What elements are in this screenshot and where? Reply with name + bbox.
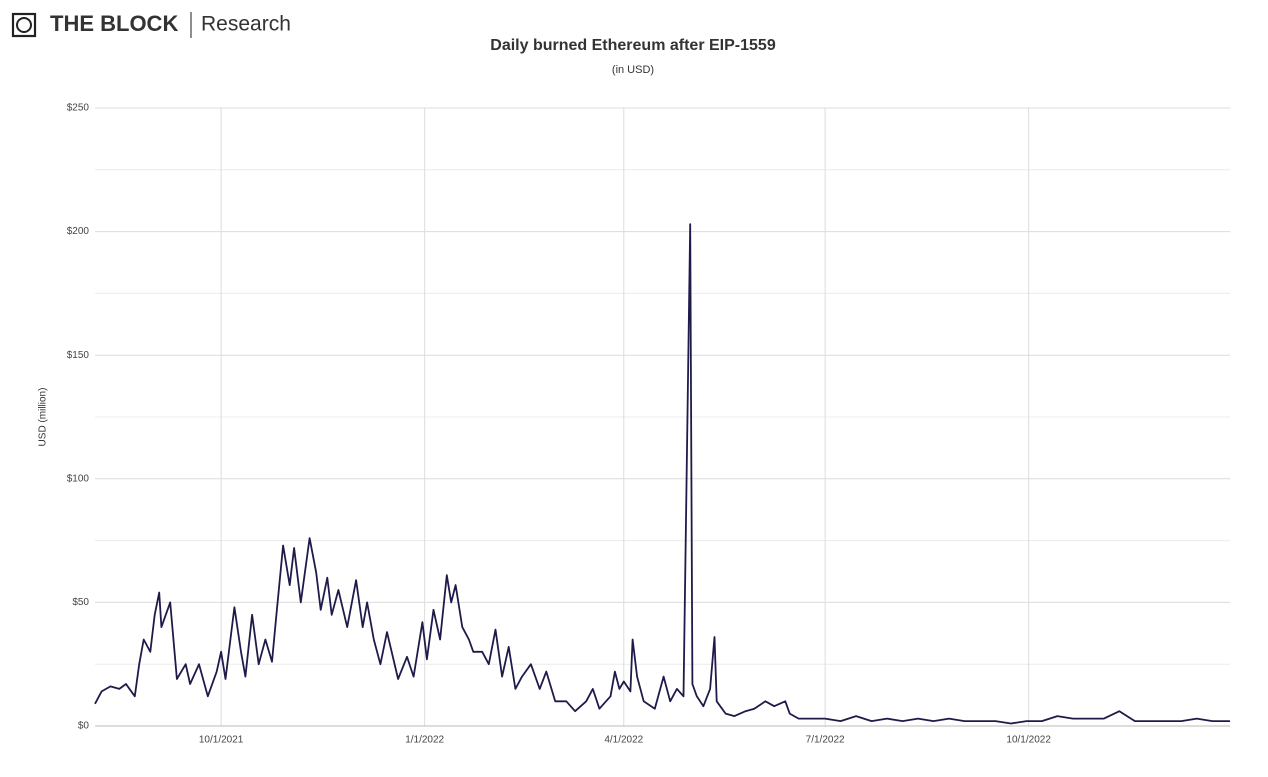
chart-subtitle: (in USD): [612, 64, 654, 76]
logo: THE BLOCK Research: [11, 11, 291, 38]
brand-name: THE BLOCK: [50, 11, 178, 36]
x-tick-label: 4/1/2022: [604, 735, 643, 746]
y-tick-label: $50: [72, 597, 89, 608]
y-tick-label: $250: [67, 103, 90, 114]
y-tick-label: $150: [67, 350, 90, 361]
y-tick-label: $100: [67, 473, 90, 484]
y-tick-label: $200: [67, 226, 90, 237]
x-tick-label: 7/1/2022: [806, 735, 845, 746]
chart-title: Daily burned Ethereum after EIP-1559: [490, 37, 776, 54]
logo-icon-circle: [16, 17, 32, 33]
y-axis-label: USD (million): [38, 388, 49, 447]
x-tick-label: 1/1/2022: [405, 735, 444, 746]
logo-icon: [11, 12, 37, 38]
brand-section: Research: [201, 13, 291, 36]
x-tick-label: 10/1/2021: [199, 735, 244, 746]
grid: [95, 107, 1230, 727]
x-tick-label: 10/1/2022: [1006, 735, 1051, 746]
y-tick-label: $0: [78, 721, 90, 732]
data-line: [94, 223, 1230, 725]
